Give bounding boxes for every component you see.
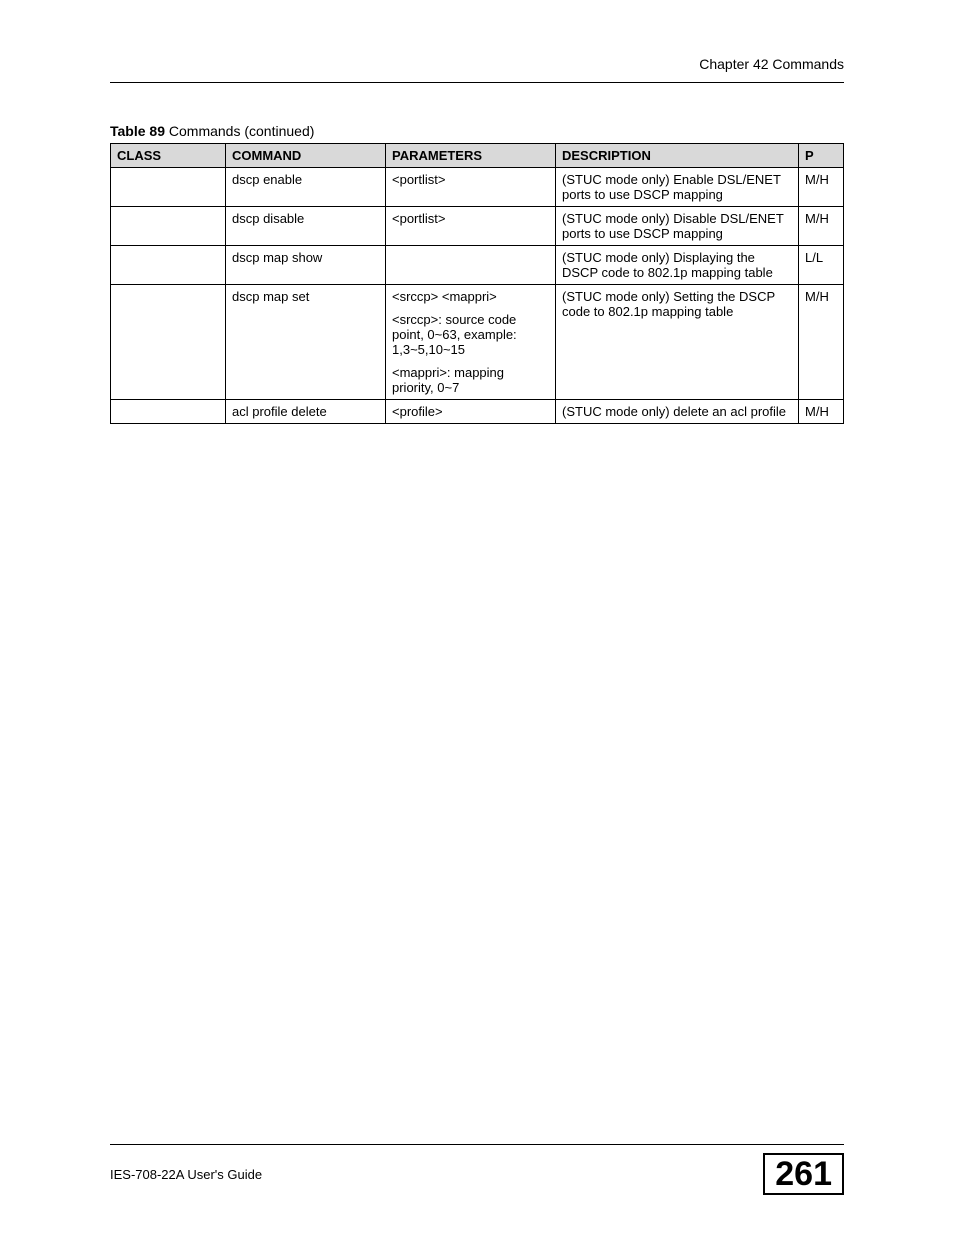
- cell-parameters: <portlist>: [386, 168, 556, 207]
- cell-description: (STUC mode only) Disable DSL/ENET ports …: [556, 207, 799, 246]
- cell-description: (STUC mode only) Enable DSL/ENET ports t…: [556, 168, 799, 207]
- table-body: dscp enable <portlist> (STUC mode only) …: [111, 168, 844, 424]
- col-header-class: CLASS: [111, 144, 226, 168]
- cell-class: [111, 207, 226, 246]
- param-line: <portlist>: [392, 172, 549, 187]
- table-row: acl profile delete <profile> (STUC mode …: [111, 400, 844, 424]
- commands-table: CLASS COMMAND PARAMETERS DESCRIPTION P d…: [110, 143, 844, 424]
- cell-command: acl profile delete: [226, 400, 386, 424]
- footer-guide-title: IES-708-22A User's Guide: [110, 1167, 262, 1182]
- cell-command: dscp map show: [226, 246, 386, 285]
- table-caption-number: Table 89: [110, 123, 165, 139]
- cell-p: L/L: [799, 246, 844, 285]
- table-row: dscp enable <portlist> (STUC mode only) …: [111, 168, 844, 207]
- table-row: dscp map show (STUC mode only) Displayin…: [111, 246, 844, 285]
- cell-description: (STUC mode only) delete an acl profile: [556, 400, 799, 424]
- param-line: <profile>: [392, 404, 549, 419]
- cell-class: [111, 168, 226, 207]
- cell-parameters: [386, 246, 556, 285]
- page-number: 261: [763, 1153, 844, 1195]
- param-line: <srccp> <mappri>: [392, 289, 549, 304]
- param-line: <srccp>: source code point, 0~63, exampl…: [392, 312, 549, 357]
- cell-description: (STUC mode only) Displaying the DSCP cod…: [556, 246, 799, 285]
- cell-p: M/H: [799, 207, 844, 246]
- cell-parameters: <srccp> <mappri> <srccp>: source code po…: [386, 285, 556, 400]
- param-line: <mappri>: mapping priority, 0~7: [392, 365, 549, 395]
- table-header-row: CLASS COMMAND PARAMETERS DESCRIPTION P: [111, 144, 844, 168]
- cell-class: [111, 246, 226, 285]
- col-header-description: DESCRIPTION: [556, 144, 799, 168]
- table-row: dscp map set <srccp> <mappri> <srccp>: s…: [111, 285, 844, 400]
- cell-parameters: <profile>: [386, 400, 556, 424]
- cell-p: M/H: [799, 168, 844, 207]
- cell-description: (STUC mode only) Setting the DSCP code t…: [556, 285, 799, 400]
- table-caption-title: Commands (continued): [165, 123, 314, 139]
- cell-p: M/H: [799, 285, 844, 400]
- cell-command: dscp enable: [226, 168, 386, 207]
- footer-rule: [110, 1144, 844, 1145]
- col-header-command: COMMAND: [226, 144, 386, 168]
- cell-command: dscp map set: [226, 285, 386, 400]
- cell-class: [111, 285, 226, 400]
- table-row: dscp disable <portlist> (STUC mode only)…: [111, 207, 844, 246]
- cell-class: [111, 400, 226, 424]
- table-caption: Table 89 Commands (continued): [110, 123, 844, 139]
- col-header-p: P: [799, 144, 844, 168]
- cell-parameters: <portlist>: [386, 207, 556, 246]
- page-footer: IES-708-22A User's Guide 261: [110, 1144, 844, 1195]
- cell-p: M/H: [799, 400, 844, 424]
- header-rule: [110, 82, 844, 83]
- cell-command: dscp disable: [226, 207, 386, 246]
- col-header-parameters: PARAMETERS: [386, 144, 556, 168]
- chapter-header: Chapter 42 Commands: [110, 56, 844, 82]
- param-line: <portlist>: [392, 211, 549, 226]
